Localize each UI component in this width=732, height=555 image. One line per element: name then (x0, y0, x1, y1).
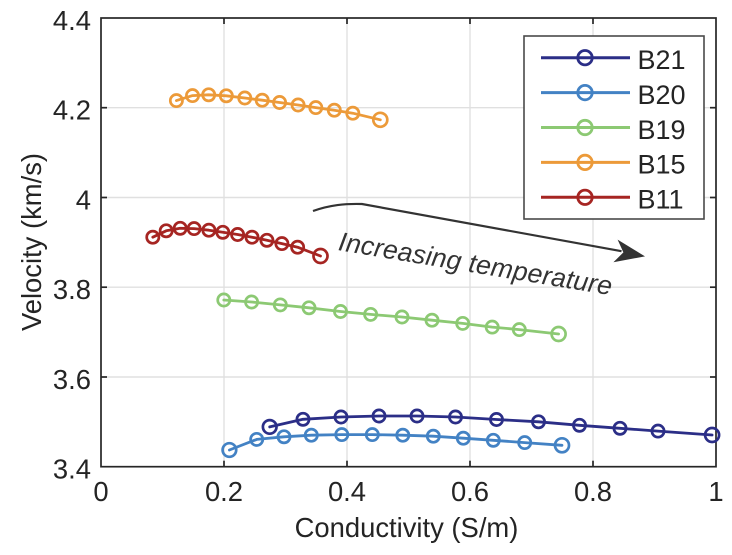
svg-text:0: 0 (93, 476, 108, 507)
svg-text:B21: B21 (638, 45, 686, 75)
svg-text:B15: B15 (638, 150, 686, 180)
svg-text:3.6: 3.6 (53, 364, 91, 395)
svg-text:0.6: 0.6 (451, 476, 489, 507)
svg-text:4.2: 4.2 (53, 95, 91, 126)
svg-text:B20: B20 (638, 80, 686, 110)
svg-text:1: 1 (708, 476, 723, 507)
svg-text:0.4: 0.4 (328, 476, 366, 507)
svg-text:B19: B19 (638, 115, 686, 145)
svg-text:3.4: 3.4 (53, 454, 91, 485)
svg-text:0.2: 0.2 (205, 476, 243, 507)
svg-text:B11: B11 (638, 185, 684, 215)
svg-text:Velocity (km/s): Velocity (km/s) (16, 153, 47, 331)
svg-text:Conductivity (S/m): Conductivity (S/m) (295, 512, 519, 543)
svg-text:0.8: 0.8 (574, 476, 612, 507)
svg-text:4: 4 (76, 185, 91, 216)
svg-text:4.4: 4.4 (53, 5, 91, 36)
svg-text:3.8: 3.8 (53, 274, 91, 305)
